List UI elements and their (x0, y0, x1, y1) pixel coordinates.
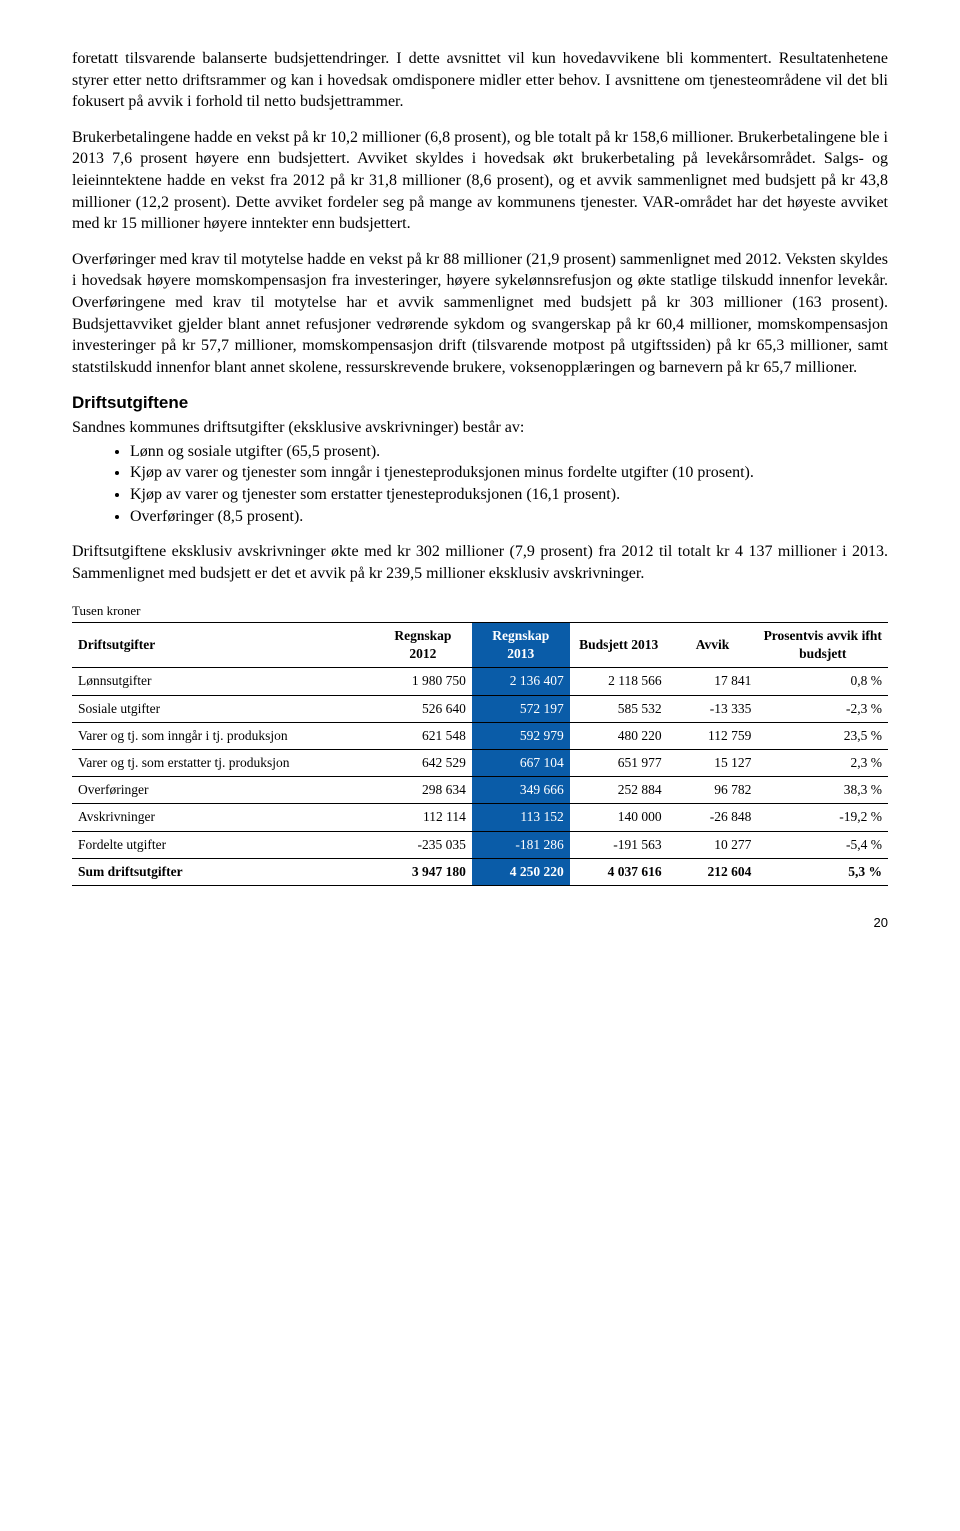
cell-value: -13 335 (668, 695, 758, 722)
table-row: Varer og tj. som inngår i tj. produksjon… (72, 722, 888, 749)
cell-value: 5,3 % (757, 858, 888, 885)
cell-label: Overføringer (72, 777, 374, 804)
cell-value: 667 104 (472, 750, 570, 777)
cell-value: 10 277 (668, 831, 758, 858)
cell-value: 140 000 (570, 804, 668, 831)
cell-label: Avskrivninger (72, 804, 374, 831)
cell-value: -5,4 % (757, 831, 888, 858)
cell-value: 298 634 (374, 777, 472, 804)
cell-value: 112 114 (374, 804, 472, 831)
cell-value: -191 563 (570, 831, 668, 858)
cell-value: 621 548 (374, 722, 472, 749)
cell-value: 651 977 (570, 750, 668, 777)
list-item: Kjøp av varer og tjenester som erstatter… (130, 484, 888, 506)
cell-value: 572 197 (472, 695, 570, 722)
table-row: Avskrivninger 112 114 113 152 140 000 -2… (72, 804, 888, 831)
cell-value: 2 118 566 (570, 668, 668, 695)
body-paragraph: Brukerbetalingene hadde en vekst på kr 1… (72, 127, 888, 235)
table-header-row: Driftsutgifter Regnskap 2012 Regnskap 20… (72, 622, 888, 667)
table-row: Fordelte utgifter -235 035 -181 286 -191… (72, 831, 888, 858)
page-number: 20 (72, 914, 888, 932)
cell-value: -235 035 (374, 831, 472, 858)
col-header-budsjett-2013: Budsjett 2013 (570, 622, 668, 667)
cell-label: Fordelte utgifter (72, 831, 374, 858)
cell-value: 17 841 (668, 668, 758, 695)
cell-label: Sosiale utgifter (72, 695, 374, 722)
cell-value: 4 250 220 (472, 858, 570, 885)
cell-value: 526 640 (374, 695, 472, 722)
cell-value: 38,3 % (757, 777, 888, 804)
list-item: Kjøp av varer og tjenester som inngår i … (130, 462, 888, 484)
cell-value: 15 127 (668, 750, 758, 777)
cell-value: -181 286 (472, 831, 570, 858)
col-header-regnskap-2012: Regnskap 2012 (374, 622, 472, 667)
cell-value: 113 152 (472, 804, 570, 831)
cell-label: Lønnsutgifter (72, 668, 374, 695)
cell-value: 23,5 % (757, 722, 888, 749)
list-item: Lønn og sosiale utgifter (65,5 prosent). (130, 441, 888, 463)
cell-value: -19,2 % (757, 804, 888, 831)
cell-label: Varer og tj. som inngår i tj. produksjon (72, 722, 374, 749)
table-row: Varer og tj. som erstatter tj. produksjo… (72, 750, 888, 777)
table-sum-row: Sum driftsutgifter 3 947 180 4 250 220 4… (72, 858, 888, 885)
body-paragraph: Driftsutgiftene eksklusiv avskrivninger … (72, 541, 888, 584)
cell-value: 0,8 % (757, 668, 888, 695)
cell-value: 1 980 750 (374, 668, 472, 695)
col-header-avvik: Avvik (668, 622, 758, 667)
cell-value: 212 604 (668, 858, 758, 885)
body-paragraph: foretatt tilsvarende balanserte budsjett… (72, 48, 888, 113)
cell-value: 2 136 407 (472, 668, 570, 695)
cell-value: 3 947 180 (374, 858, 472, 885)
list-item: Overføringer (8,5 prosent). (130, 506, 888, 528)
body-paragraph: Overføringer med krav til motytelse hadd… (72, 249, 888, 379)
cell-value: 642 529 (374, 750, 472, 777)
table-row: Lønnsutgifter 1 980 750 2 136 407 2 118 … (72, 668, 888, 695)
cell-value: 96 782 (668, 777, 758, 804)
cell-value: 480 220 (570, 722, 668, 749)
col-header-driftsutgifter: Driftsutgifter (72, 622, 374, 667)
cell-value: 585 532 (570, 695, 668, 722)
cell-value: -26 848 (668, 804, 758, 831)
table-row: Sosiale utgifter 526 640 572 197 585 532… (72, 695, 888, 722)
section-heading-driftsutgiftene: Driftsutgiftene (72, 392, 888, 415)
cell-value: 112 759 (668, 722, 758, 749)
col-header-prosentvis-avvik: Prosentvis avvik ifht budsjett (757, 622, 888, 667)
cell-label: Sum driftsutgifter (72, 858, 374, 885)
bullet-list: Lønn og sosiale utgifter (65,5 prosent).… (72, 441, 888, 527)
cell-value: 2,3 % (757, 750, 888, 777)
cell-value: 592 979 (472, 722, 570, 749)
driftsutgifter-table: Driftsutgifter Regnskap 2012 Regnskap 20… (72, 622, 888, 886)
body-paragraph: Sandnes kommunes driftsutgifter (eksklus… (72, 417, 888, 439)
cell-value: 252 884 (570, 777, 668, 804)
cell-value: -2,3 % (757, 695, 888, 722)
cell-value: 4 037 616 (570, 858, 668, 885)
cell-label: Varer og tj. som erstatter tj. produksjo… (72, 750, 374, 777)
table-row: Overføringer 298 634 349 666 252 884 96 … (72, 777, 888, 804)
cell-value: 349 666 (472, 777, 570, 804)
col-header-regnskap-2013: Regnskap 2013 (472, 622, 570, 667)
table-caption: Tusen kroner (72, 602, 888, 620)
